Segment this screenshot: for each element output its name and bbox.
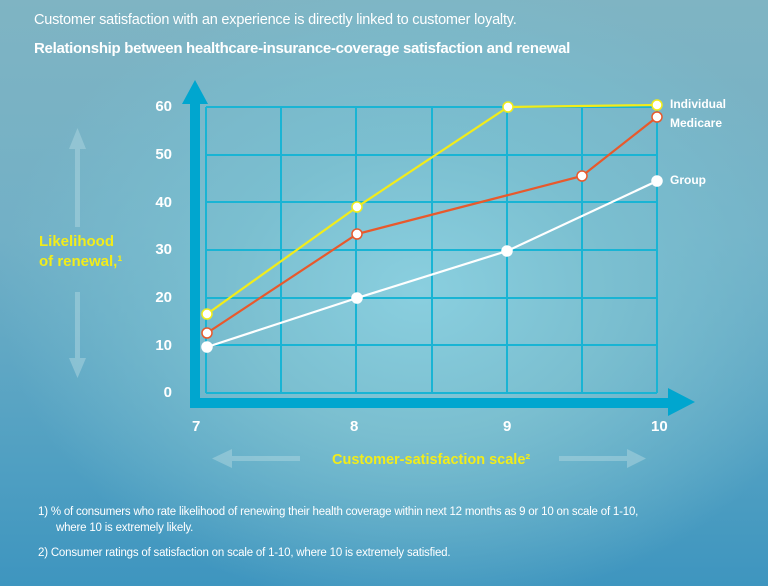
y-tick-50: 50 bbox=[155, 146, 172, 163]
x-tick-7: 7 bbox=[192, 418, 201, 435]
footnote-1-continued: where 10 is extremely likely. bbox=[56, 522, 194, 534]
y-axis-label-line1: Likelihood bbox=[39, 233, 114, 250]
x-direction-arrows-icon bbox=[212, 449, 646, 468]
chart-title: Relationship between healthcare-insuranc… bbox=[34, 40, 571, 57]
x-axis-arrow-icon bbox=[668, 388, 695, 416]
y-tick-30: 30 bbox=[155, 241, 172, 258]
chart-subtitle: Customer satisfaction with an experience… bbox=[34, 12, 517, 28]
y-tick-20: 20 bbox=[155, 289, 172, 306]
y-axis-label-line2: of renewal,¹ bbox=[39, 253, 123, 270]
individual-markers bbox=[201, 99, 663, 320]
x-axis-label: Customer-satisfaction scale² bbox=[332, 452, 531, 468]
legend-group: Group bbox=[670, 173, 706, 187]
y-tick-0: 0 bbox=[163, 384, 172, 401]
axes bbox=[182, 80, 695, 416]
y-axis-arrow-icon bbox=[182, 80, 208, 104]
series-group-line bbox=[206, 180, 658, 349]
y-axis-label: Likelihood of renewal,¹ bbox=[39, 232, 122, 272]
legend-medicare: Medicare bbox=[670, 116, 723, 130]
x-tick-8: 8 bbox=[350, 418, 359, 435]
y-direction-arrows-icon bbox=[69, 128, 86, 378]
y-tick-10: 10 bbox=[155, 337, 172, 354]
x-tick-9: 9 bbox=[503, 418, 512, 435]
footnote-2: 2) Consumer ratings of satisfaction on s… bbox=[38, 547, 451, 559]
y-tick-60: 60 bbox=[155, 98, 172, 115]
group-markers bbox=[201, 175, 663, 353]
grid-lines bbox=[205, 106, 658, 394]
x-tick-10: 10 bbox=[651, 418, 668, 435]
series-medicare-line bbox=[206, 116, 658, 334]
legend-individual: Individual bbox=[670, 97, 727, 111]
medicare-markers bbox=[201, 111, 663, 339]
footnote-1: 1) % of consumers who rate likelihood of… bbox=[38, 506, 639, 518]
y-tick-40: 40 bbox=[155, 194, 172, 211]
series-individual-line bbox=[206, 103, 658, 315]
